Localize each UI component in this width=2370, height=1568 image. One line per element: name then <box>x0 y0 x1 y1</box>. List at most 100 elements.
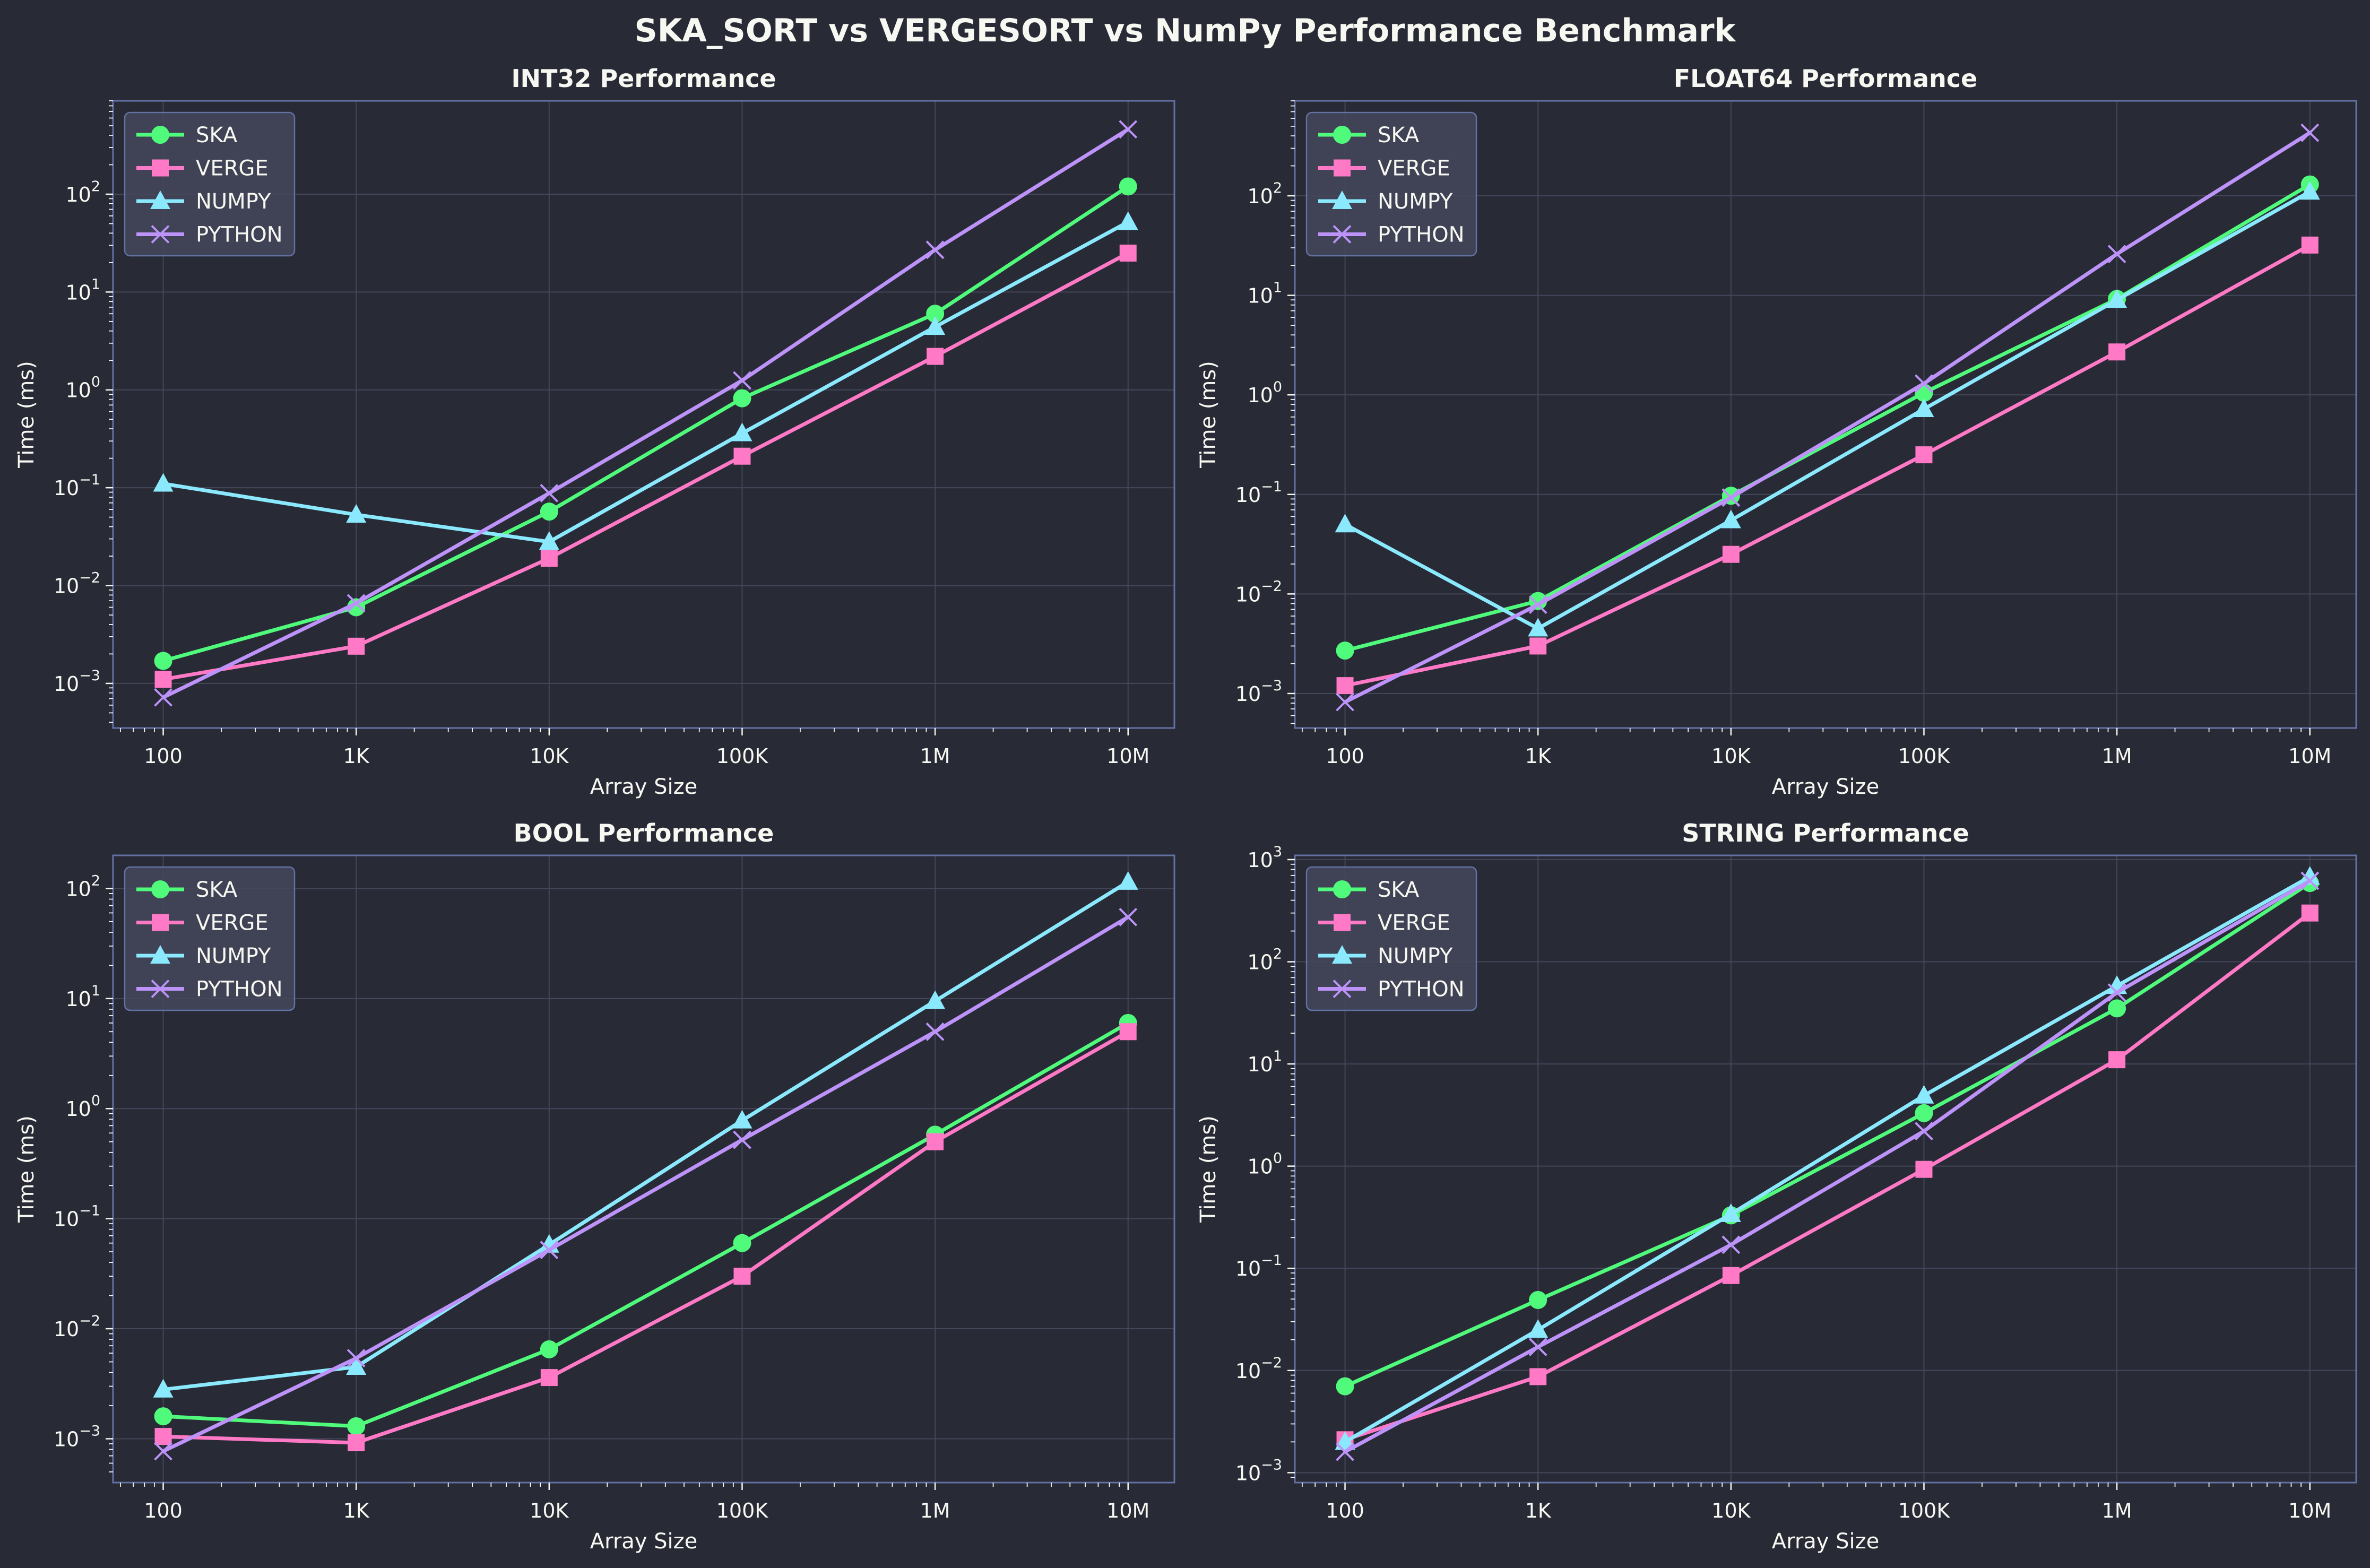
legend-item-numpy: NUMPY <box>136 189 271 214</box>
legend-item-verge: VERGE <box>1318 911 1450 935</box>
data-point-ska-100 <box>154 1407 172 1426</box>
series-line-python <box>162 915 1129 1453</box>
series-python <box>1336 123 2320 712</box>
y-tick-label: 10−2 <box>1235 1355 1282 1383</box>
series-line-ska <box>163 1021 1129 1428</box>
legend-marker <box>1333 225 1352 244</box>
legend-marker <box>1332 945 1352 964</box>
series-verge <box>154 1023 1137 1451</box>
x-tick-label: 1K <box>343 744 370 768</box>
data-point-python-1M <box>2107 245 2126 264</box>
legend: SKA VERGE NUMPY PYTHON <box>1305 866 1477 1011</box>
axes-frame <box>1294 854 2357 1484</box>
data-point-ska-1M <box>2108 999 2126 1018</box>
series-line-numpy <box>162 220 1129 544</box>
legend-label: PYTHON <box>1378 223 1465 247</box>
data-point-python-1K <box>347 594 366 613</box>
data-point-ska-100 <box>1336 642 1354 660</box>
data-point-python-100K <box>733 371 751 390</box>
legend-marker <box>151 880 169 898</box>
data-point-numpy-100K <box>732 422 752 441</box>
data-point-verge-10K <box>1722 545 1740 563</box>
axes-frame <box>112 854 1175 1484</box>
data-point-verge-100K <box>733 447 751 465</box>
chart-bool: 100 1K 10K 100K 1M 10M10−310−210−1100101102BO… <box>14 819 1175 1554</box>
data-point-verge-1K <box>348 637 365 655</box>
data-point-numpy-100K <box>732 1110 752 1129</box>
series-line-python <box>1344 879 2311 1454</box>
data-point-ska-100K <box>733 389 751 408</box>
data-point-numpy-1K <box>346 1356 367 1375</box>
legend-marker <box>1332 190 1352 209</box>
data-point-python-10K <box>1722 1235 1741 1254</box>
legend-marker <box>152 914 169 931</box>
legend-marker <box>151 126 169 144</box>
legend-item-verge: VERGE <box>136 157 269 181</box>
x-tick-label: 10M <box>1106 744 1149 768</box>
legend-marker <box>150 190 170 209</box>
series-line-python <box>1344 131 2311 704</box>
data-point-python-10M <box>1119 120 1138 139</box>
y-axis-label: Time (ms) <box>14 361 39 469</box>
data-point-python-10M <box>2300 871 2320 890</box>
legend-box <box>124 866 296 1011</box>
x-tick-label: 100K <box>716 744 769 768</box>
legend-marker <box>1333 126 1351 144</box>
data-point-verge-1M <box>927 1133 944 1150</box>
data-point-verge-10M <box>2301 236 2319 254</box>
legend-marker <box>151 980 170 998</box>
legend-marker <box>1334 159 1351 177</box>
legend-label: VERGE <box>1378 911 1450 935</box>
chart-float64: 100 1K 10K 100K 1M 10M10−310−210−1100101102FL… <box>1196 64 2357 799</box>
legend-item-numpy: NUMPY <box>136 944 271 968</box>
x-axis-label: Array Size <box>590 1529 698 1554</box>
x-tick-label: 100 <box>144 1499 183 1522</box>
x-axis-label: Array Size <box>1772 1529 1880 1554</box>
x-tick-label: 1M <box>2102 744 2132 768</box>
legend-item-python: PYTHON <box>1318 977 1465 1002</box>
data-point-numpy-100K <box>1914 1085 1934 1104</box>
legend-label: VERGE <box>1378 157 1450 181</box>
data-point-python-100K <box>1915 1122 1933 1141</box>
x-tick-label: 10M <box>1106 1499 1149 1522</box>
chart-title: STRING Performance <box>1682 819 1969 847</box>
data-point-verge-100 <box>154 671 172 688</box>
legend-marker <box>1334 914 1351 931</box>
legend-label: SKA <box>196 123 238 148</box>
legend-label: SKA <box>1378 878 1420 902</box>
legend-box <box>124 111 296 257</box>
series-line-verge <box>162 251 1129 681</box>
series-line-verge <box>1344 911 2311 1442</box>
data-point-verge-10M <box>1119 244 1137 262</box>
data-point-numpy-100 <box>1335 514 1355 533</box>
data-point-python-100 <box>154 1442 172 1461</box>
x-tick-label: 100 <box>1326 1499 1364 1522</box>
data-point-numpy-1K <box>346 504 367 523</box>
legend-item-numpy: NUMPY <box>1318 189 1453 214</box>
legend-label: SKA <box>196 878 238 902</box>
data-point-numpy-10K <box>1720 509 1741 529</box>
data-point-python-1M <box>2107 983 2126 1002</box>
data-point-verge-100 <box>154 1428 172 1445</box>
data-point-python-1M <box>925 240 945 259</box>
legend-item-ska: SKA <box>1318 123 1420 148</box>
legend-marker <box>150 945 170 964</box>
data-point-verge-10K <box>540 1369 558 1387</box>
legend-item-python: PYTHON <box>1318 223 1465 247</box>
legend: SKA VERGE NUMPY PYTHON <box>124 866 296 1011</box>
data-point-python-10K <box>1722 488 1741 507</box>
x-tick-label: 1M <box>920 744 950 768</box>
x-tick-label: 10K <box>530 744 569 768</box>
data-point-numpy-10K <box>539 531 559 550</box>
y-axis-label: Time (ms) <box>1196 361 1221 469</box>
series-numpy <box>153 871 1138 1398</box>
data-point-verge-100K <box>1915 446 1933 464</box>
data-point-python-1K <box>1528 595 1547 614</box>
x-tick-label: 100 <box>144 744 183 768</box>
series-line-python <box>162 127 1129 699</box>
data-point-numpy-10M <box>1118 871 1138 890</box>
data-point-ska-100 <box>1336 1377 1354 1396</box>
legend-item-ska: SKA <box>136 878 238 902</box>
series-numpy <box>153 211 1138 550</box>
